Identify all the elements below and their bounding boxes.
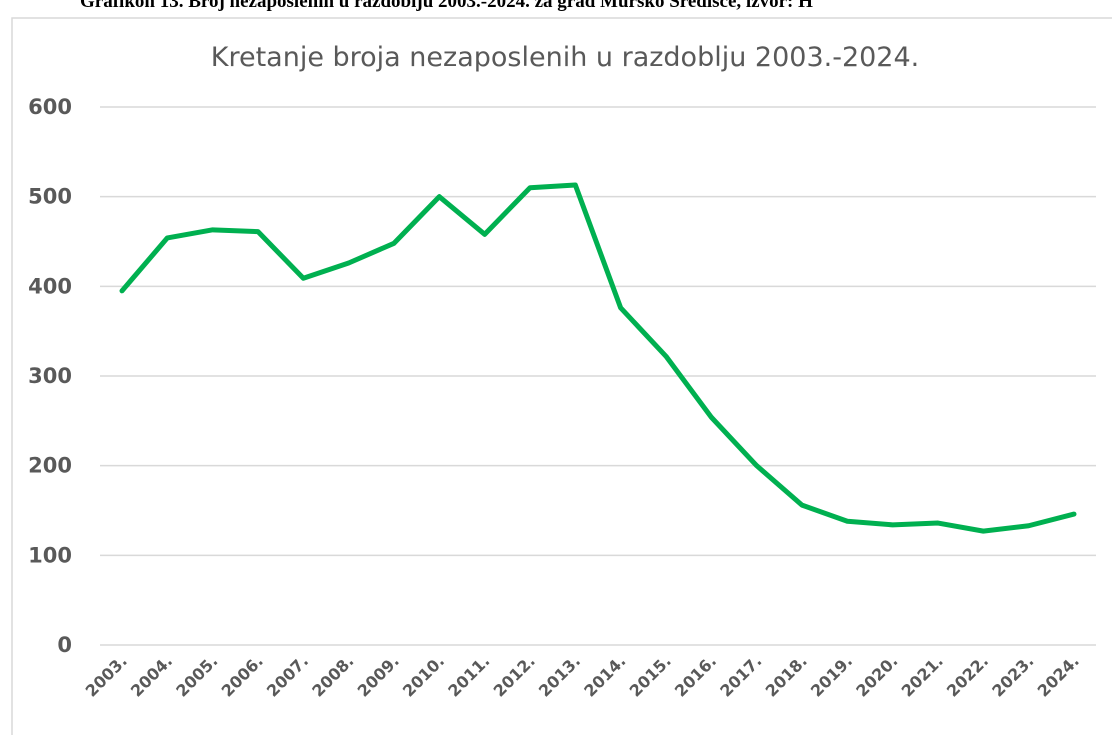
y-tick-label: 400 — [28, 274, 72, 298]
x-tick-label: 2008. — [308, 651, 357, 700]
x-tick-label: 2024. — [1034, 651, 1083, 700]
x-tick-label: 2005. — [172, 651, 221, 700]
x-tick-label: 2006. — [218, 651, 267, 700]
x-tick-label: 2020. — [852, 651, 901, 700]
x-tick-label: 2016. — [671, 651, 720, 700]
x-tick-label: 2021. — [898, 651, 947, 700]
x-tick-label: 2018. — [762, 651, 811, 700]
x-tick-label: 2015. — [626, 651, 675, 700]
x-tick-label: 2022. — [943, 651, 992, 700]
y-tick-label: 100 — [28, 543, 72, 567]
x-tick-label: 2004. — [127, 651, 176, 700]
x-tick-label: 2019. — [807, 651, 856, 700]
chart-title: Kretanje broja nezaposlenih u razdoblju … — [211, 42, 920, 73]
x-tick-label: 2009. — [354, 651, 403, 700]
figure-caption: Grafikon 13. Broj nezaposlenih u razdobl… — [80, 0, 813, 12]
data-line — [119, 182, 1077, 534]
y-tick-label: 0 — [57, 633, 72, 657]
x-tick-label: 2023. — [988, 651, 1037, 700]
x-tick-label: 2011. — [444, 651, 493, 700]
chart-frame — [11, 17, 1112, 735]
x-tick-label: 2010. — [399, 651, 448, 700]
x-tick-label: 2014. — [580, 651, 629, 700]
x-tick-label: 2017. — [716, 651, 765, 700]
x-tick-label: 2012. — [490, 651, 539, 700]
y-tick-label: 200 — [28, 454, 72, 478]
x-tick-label: 2003. — [82, 651, 131, 700]
y-tick-label: 500 — [28, 185, 72, 209]
y-tick-label: 600 — [28, 95, 72, 119]
x-tick-label: 2013. — [535, 651, 584, 700]
y-tick-label: 300 — [28, 364, 72, 388]
x-tick-label: 2007. — [263, 651, 312, 700]
